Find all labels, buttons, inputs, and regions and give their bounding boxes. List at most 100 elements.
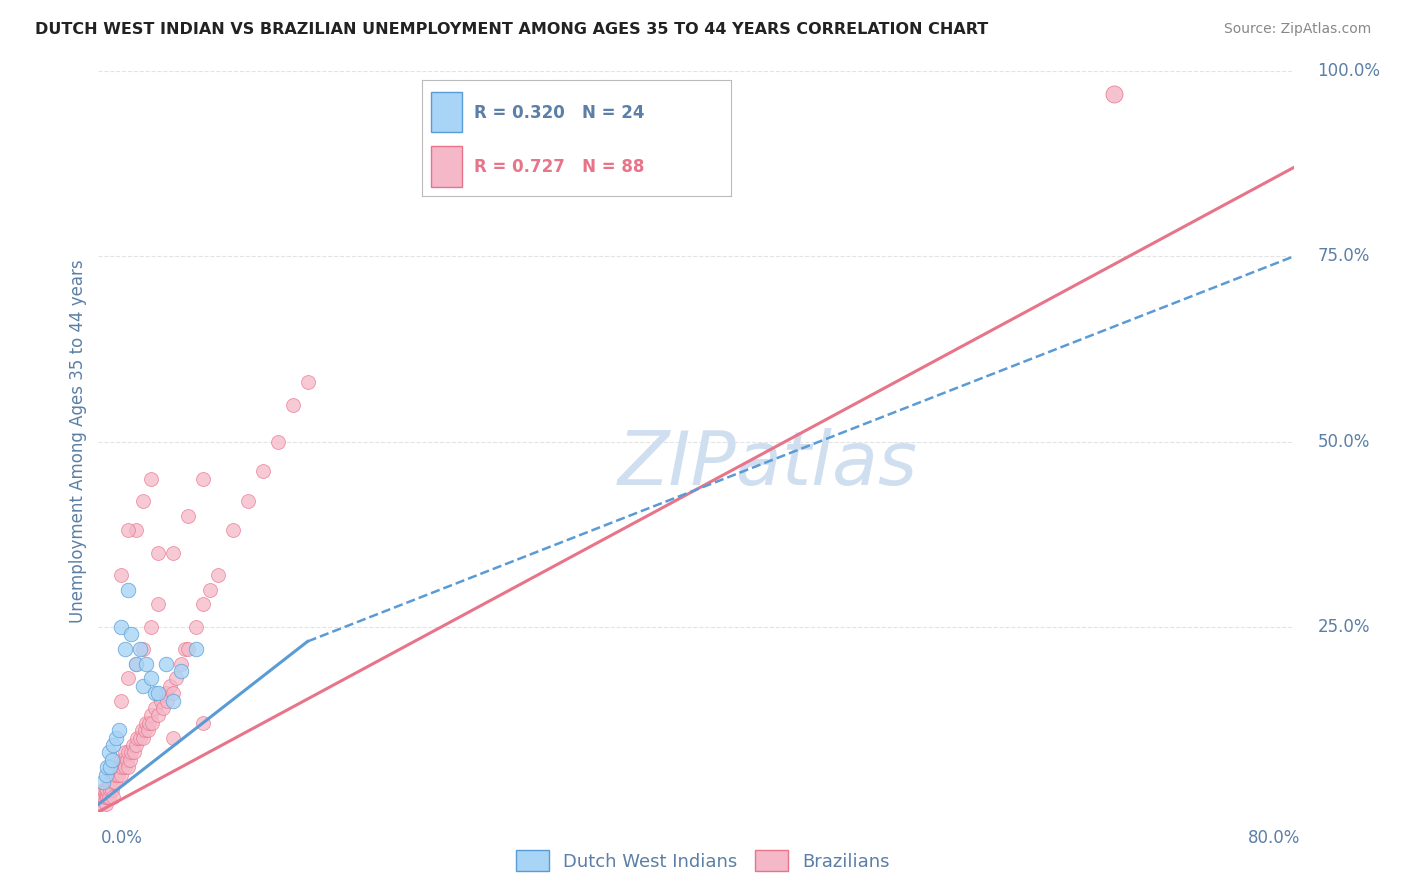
Point (117, 746, 139, 760)
Point (159, 679, 181, 693)
Point (191, 598, 214, 612)
Bar (432, 92, 463, 132)
Point (91, 775, 114, 789)
Point (174, 641, 197, 656)
Text: 75.0%: 75.0% (1317, 247, 1369, 266)
Point (139, 619, 162, 633)
Point (155, 686, 177, 700)
Point (165, 672, 187, 686)
Point (104, 775, 127, 789)
Point (125, 738, 148, 752)
Point (156, 694, 179, 708)
Text: Source: ZipAtlas.com: Source: ZipAtlas.com (1223, 22, 1371, 37)
Point (94, 797, 117, 812)
Point (152, 701, 174, 715)
Point (169, 664, 191, 678)
Point (150, 694, 173, 708)
Point (191, 715, 214, 730)
Point (91, 789, 114, 804)
Point (103, 775, 125, 789)
Point (120, 746, 142, 760)
Text: 50.0%: 50.0% (1317, 433, 1369, 450)
Point (131, 723, 153, 738)
Point (138, 715, 160, 730)
Point (177, 508, 200, 523)
Text: R = 0.320   N = 24: R = 0.320 N = 24 (474, 103, 645, 121)
Point (101, 782, 124, 797)
Point (103, 767, 125, 781)
Point (134, 723, 156, 738)
Point (184, 641, 207, 656)
Text: DUTCH WEST INDIAN VS BRAZILIAN UNEMPLOYMENT AMONG AGES 35 TO 44 YEARS CORRELATIO: DUTCH WEST INDIAN VS BRAZILIAN UNEMPLOYM… (35, 22, 988, 37)
Point (162, 694, 184, 708)
Point (96, 760, 118, 774)
Point (143, 701, 166, 715)
Point (117, 760, 139, 774)
Point (281, 397, 304, 411)
Text: 80.0%: 80.0% (1249, 829, 1301, 847)
Point (148, 708, 170, 723)
Text: R = 0.727   N = 88: R = 0.727 N = 88 (474, 158, 645, 177)
Point (96, 782, 118, 797)
Point (97, 775, 120, 789)
Point (252, 464, 274, 478)
Point (114, 746, 136, 760)
Point (110, 619, 132, 633)
Point (135, 715, 157, 730)
Point (94, 767, 117, 781)
Point (1104, 87, 1126, 101)
Point (177, 641, 200, 656)
Point (132, 731, 155, 745)
Point (143, 686, 166, 700)
Point (127, 731, 149, 745)
Point (101, 767, 124, 781)
Point (114, 641, 136, 656)
Point (114, 760, 136, 774)
Point (125, 657, 148, 671)
Point (162, 731, 184, 745)
Point (139, 708, 162, 723)
Point (297, 376, 319, 390)
Point (101, 753, 124, 767)
Y-axis label: Unemployment Among Ages 35 to 44 years: Unemployment Among Ages 35 to 44 years (69, 260, 87, 624)
Point (90, 797, 112, 812)
Point (98, 775, 122, 789)
Point (93, 782, 115, 797)
Point (132, 493, 155, 508)
Point (129, 731, 152, 745)
Point (124, 746, 146, 760)
Point (110, 767, 132, 781)
Point (117, 582, 139, 597)
Point (148, 546, 170, 560)
Point (139, 471, 162, 485)
Text: 100.0%: 100.0% (1317, 62, 1381, 80)
Point (125, 524, 148, 538)
Point (115, 753, 138, 767)
Point (117, 672, 139, 686)
Point (132, 641, 155, 656)
Point (136, 723, 159, 738)
Point (200, 582, 222, 597)
Point (107, 767, 129, 781)
Point (162, 546, 184, 560)
Point (97, 746, 120, 760)
Point (222, 524, 245, 538)
Point (105, 760, 128, 774)
Point (96, 789, 118, 804)
Point (91, 782, 114, 797)
Point (148, 598, 170, 612)
Point (148, 686, 170, 700)
Point (118, 753, 141, 767)
Point (98, 782, 122, 797)
Point (105, 767, 128, 781)
Point (184, 619, 207, 633)
Text: ZIPatlas: ZIPatlas (617, 428, 918, 500)
Point (132, 679, 155, 693)
Point (135, 657, 157, 671)
Point (103, 738, 125, 752)
Point (103, 789, 125, 804)
Point (89, 797, 111, 812)
Point (191, 471, 214, 485)
Point (108, 760, 131, 774)
Point (141, 715, 163, 730)
